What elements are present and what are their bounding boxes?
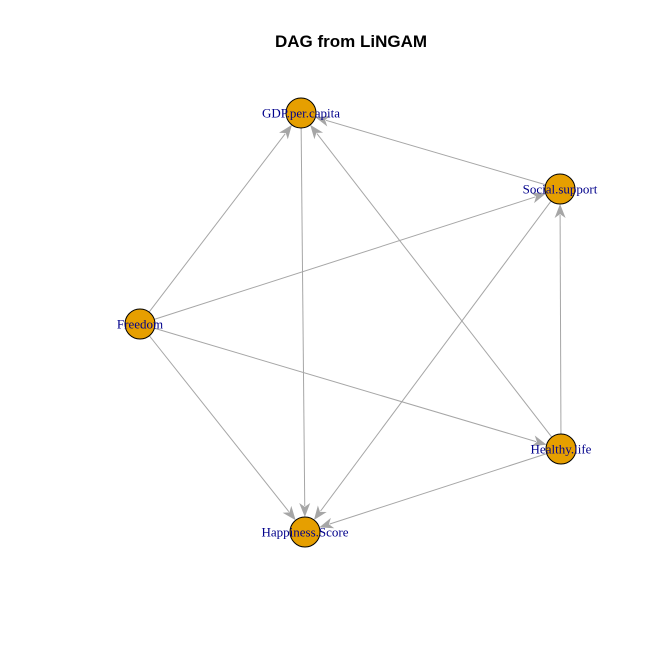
node-label-social: Social.support <box>523 182 598 197</box>
edge-line <box>154 327 537 443</box>
edge-line <box>154 196 536 320</box>
arrowhead <box>531 435 547 447</box>
arrowhead <box>554 203 566 219</box>
arrowhead <box>282 505 296 521</box>
node-label-gdp: GDP.per.capita <box>262 106 340 121</box>
edge-line <box>148 335 290 512</box>
edge-line <box>559 214 562 435</box>
edge-gdp-to-happy <box>299 127 311 518</box>
edge-line <box>148 133 286 313</box>
chart-title: DAG from LiNGAM <box>275 32 427 51</box>
labels-layer: GDP.per.capita Social.support Freedom Healt… <box>117 106 598 540</box>
node-gdp <box>285 97 317 129</box>
node-happy <box>289 516 321 548</box>
edge-line <box>300 127 306 507</box>
edges-layer <box>148 115 566 529</box>
edge-health-to-happy <box>319 453 547 529</box>
edge-social-to-gdp <box>315 115 546 186</box>
nodes-layer <box>124 97 577 548</box>
arrowhead <box>299 502 311 518</box>
arrowhead <box>319 517 335 529</box>
arrowhead <box>279 124 292 140</box>
edge-social-to-happy <box>313 200 552 520</box>
edge-line <box>325 119 546 186</box>
node-label-freedom: Freedom <box>117 317 163 332</box>
node-label-health: Healthy.life <box>531 442 592 457</box>
node-health <box>545 433 577 465</box>
edge-line <box>320 200 552 512</box>
node-label-happy: Happiness.Score <box>261 525 348 540</box>
edge-freedom-to-health <box>154 327 547 447</box>
edge-freedom-to-gdp <box>148 124 292 313</box>
edge-health-to-social <box>554 203 566 435</box>
edge-line <box>329 453 547 525</box>
arrowhead <box>313 505 327 520</box>
arrowhead <box>310 124 324 140</box>
node-social <box>544 173 576 205</box>
edge-freedom-to-happy <box>148 335 296 521</box>
arrowhead <box>530 192 546 204</box>
edge-line <box>316 133 553 438</box>
edge-freedom-to-social <box>154 192 546 320</box>
node-freedom <box>124 308 156 340</box>
arrowhead <box>315 115 331 127</box>
edge-health-to-gdp <box>310 124 553 438</box>
